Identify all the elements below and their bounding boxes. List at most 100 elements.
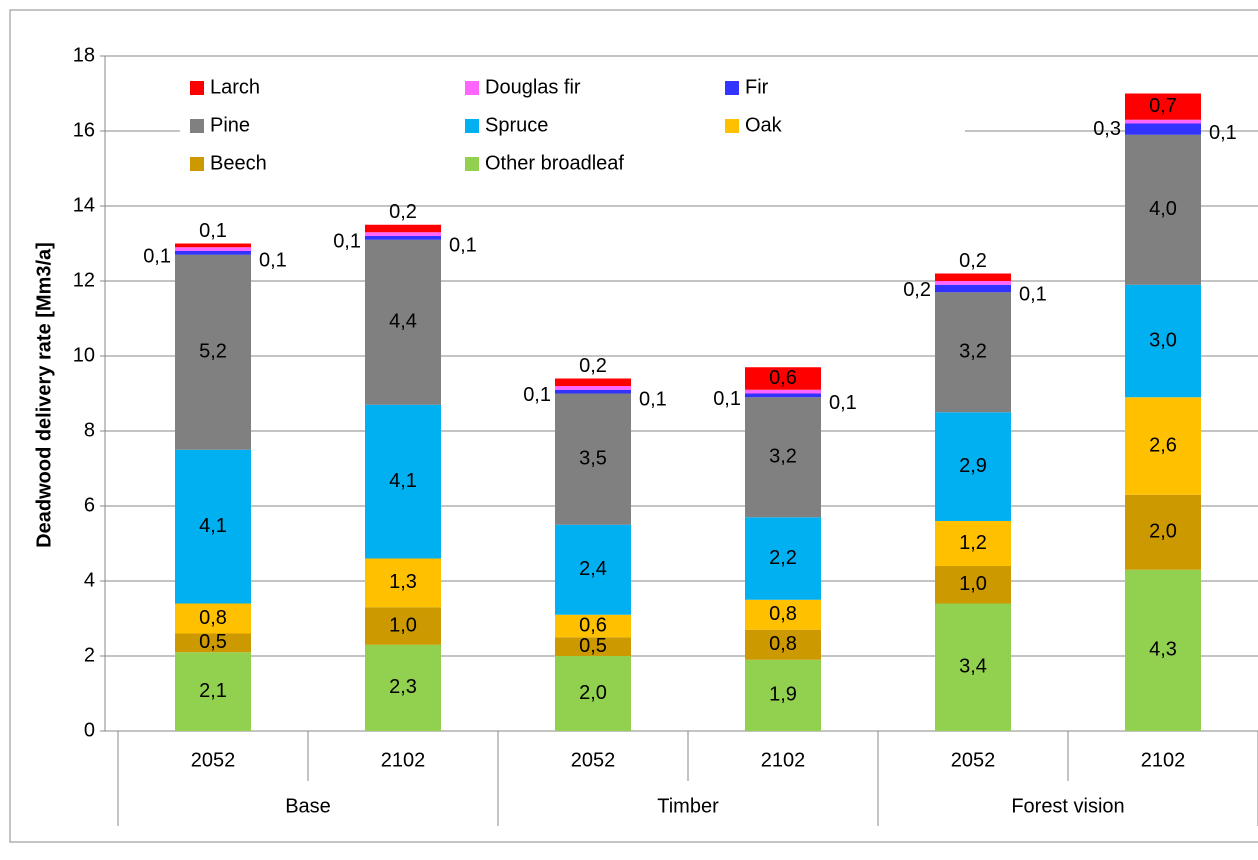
legend-swatch — [190, 157, 204, 171]
legend-swatch — [725, 119, 739, 133]
data-label: 0,6 — [579, 614, 607, 636]
data-label: 0,1 — [1019, 283, 1047, 305]
bar-segment — [1125, 134, 1201, 285]
bar-segment — [555, 389, 631, 394]
bar-segment — [365, 607, 441, 645]
legend-swatch — [465, 119, 479, 133]
legend-swatch — [465, 81, 479, 95]
data-label: 2,2 — [769, 547, 797, 569]
data-label: 3,0 — [1149, 329, 1177, 351]
y-tick-label: 0 — [84, 719, 95, 741]
data-label: 1,0 — [389, 614, 417, 636]
group-label: Timber — [657, 795, 719, 817]
legend-label: Pine — [210, 114, 250, 136]
x-tick-label: 2052 — [191, 749, 236, 771]
bar-segment — [175, 251, 251, 255]
data-label: 4,1 — [199, 515, 227, 537]
data-label: 0,8 — [199, 607, 227, 629]
data-label: 3,5 — [579, 447, 607, 469]
bar-segment — [935, 292, 1011, 413]
data-label: 0,1 — [713, 388, 741, 410]
data-label: 0,1 — [143, 245, 171, 267]
legend-label: Larch — [210, 76, 260, 98]
data-label: 3,2 — [959, 341, 987, 363]
data-label: 0,1 — [259, 250, 287, 272]
legend-swatch — [725, 81, 739, 95]
y-tick-label: 10 — [73, 344, 95, 366]
bar-segment — [1125, 397, 1201, 495]
data-label: 2,9 — [959, 455, 987, 477]
data-label: 0,2 — [389, 201, 417, 223]
data-label: 1,3 — [389, 571, 417, 593]
data-label: 0,1 — [333, 230, 361, 252]
bar-segment — [935, 412, 1011, 521]
legend-label: Spruce — [485, 114, 548, 136]
y-tick-label: 4 — [84, 569, 95, 591]
bar-segment — [365, 644, 441, 731]
bar-segment — [745, 629, 821, 660]
data-label: 0,5 — [199, 631, 227, 653]
bar-segment — [1125, 119, 1201, 124]
bar-segment — [745, 517, 821, 600]
bar-segment — [555, 614, 631, 638]
data-label: 0,1 — [523, 384, 551, 406]
y-tick-label: 12 — [73, 269, 95, 291]
data-label: 0,6 — [769, 367, 797, 389]
data-label: 2,3 — [389, 676, 417, 698]
bar-segment — [745, 397, 821, 518]
bar-segment — [365, 232, 441, 236]
legend-background — [180, 68, 965, 186]
bar-segment — [935, 566, 1011, 604]
y-tick-label: 14 — [73, 194, 95, 216]
data-label: 1,0 — [959, 573, 987, 595]
bar-segment — [1125, 284, 1201, 398]
data-label: 4,4 — [389, 311, 417, 333]
bar-segment — [365, 558, 441, 608]
legend-label: Douglas fir — [485, 76, 581, 98]
bar-segment — [555, 656, 631, 731]
data-label: 0,2 — [959, 250, 987, 272]
bar-segment — [745, 389, 821, 394]
data-label: 4,0 — [1149, 198, 1177, 220]
data-label: 0,2 — [903, 279, 931, 301]
data-label: 1,2 — [959, 532, 987, 554]
legend-label: Beech — [210, 152, 267, 174]
bar-segment — [935, 284, 1011, 293]
x-tick-label: 2102 — [1141, 749, 1186, 771]
x-tick-label: 2052 — [951, 749, 996, 771]
bar-segment — [175, 449, 251, 604]
legend-swatch — [190, 81, 204, 95]
data-label: 0,1 — [829, 392, 857, 414]
data-label: 2,1 — [199, 680, 227, 702]
legend-label: Other broadleaf — [485, 152, 624, 174]
bar-segment — [175, 243, 251, 248]
bar-segment — [1125, 494, 1201, 570]
bar-segment — [1125, 123, 1201, 135]
y-tick-label: 18 — [73, 44, 95, 66]
bar-segment — [365, 224, 441, 233]
data-label: 0,1 — [639, 388, 667, 410]
bar-segment — [555, 378, 631, 386]
bar-segment — [555, 393, 631, 525]
y-tick-label: 2 — [84, 644, 95, 666]
bar-segment — [935, 273, 1011, 281]
data-label: 0,1 — [199, 220, 227, 242]
legend-label: Fir — [745, 76, 769, 98]
data-label: 4,1 — [389, 470, 417, 492]
data-label: 4,3 — [1149, 639, 1177, 661]
group-label: Base — [285, 795, 331, 817]
bar-segment — [365, 236, 441, 240]
data-label: 0,1 — [449, 235, 477, 257]
data-label: 0,2 — [579, 355, 607, 377]
data-label: 2,4 — [579, 558, 607, 580]
data-label: 2,0 — [1149, 521, 1177, 543]
data-label: 3,4 — [959, 656, 987, 678]
bar-segment — [555, 637, 631, 656]
data-label: 0,8 — [769, 603, 797, 625]
bar-segment — [745, 599, 821, 630]
legend-swatch — [190, 119, 204, 133]
data-label: 0,8 — [769, 633, 797, 655]
x-tick-label: 2052 — [571, 749, 616, 771]
bar-segment — [745, 367, 821, 390]
legend-swatch — [465, 157, 479, 171]
